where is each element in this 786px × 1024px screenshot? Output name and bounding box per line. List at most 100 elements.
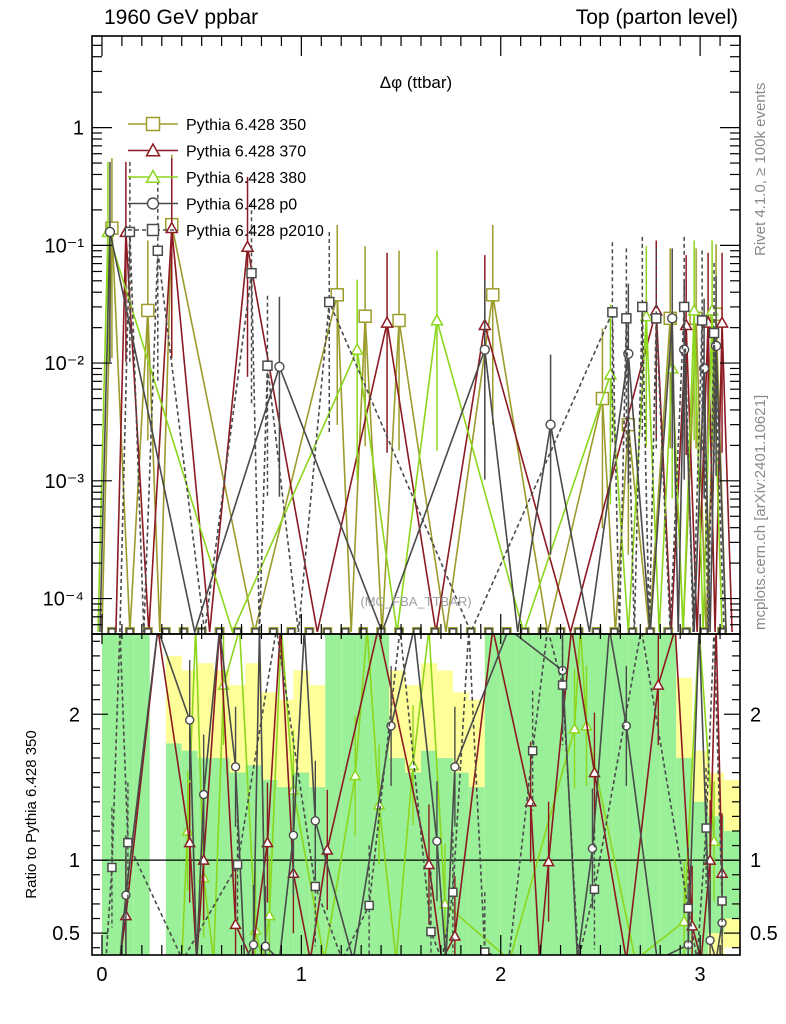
data-point bbox=[430, 313, 444, 326]
legend-entry: Pythia 6.428 350 bbox=[186, 117, 306, 134]
data-point bbox=[568, 722, 581, 734]
data-point bbox=[677, 914, 691, 927]
floor-marker bbox=[718, 628, 726, 634]
green-band bbox=[101, 634, 118, 955]
data-point bbox=[557, 680, 568, 690]
y-tick-label: 10⁻¹ bbox=[45, 235, 85, 257]
ratio-y-tick-label-right: 2 bbox=[750, 704, 761, 726]
legend-marker bbox=[146, 197, 160, 210]
floor-marker bbox=[215, 628, 224, 634]
floor-marker bbox=[610, 628, 619, 634]
data-point bbox=[589, 884, 600, 895]
legend-entry: Pythia 6.428 370 bbox=[186, 144, 306, 161]
legend-entry: Pythia 6.428 380 bbox=[186, 170, 306, 187]
analysis-watermark: (MC_FBA_TTBAR) bbox=[360, 594, 471, 609]
ratio-y-tick-label: 0.5 bbox=[52, 923, 80, 945]
data-point bbox=[667, 313, 678, 324]
floor-marker bbox=[233, 628, 242, 634]
series-line bbox=[119, 634, 723, 955]
x-tick-label: 2 bbox=[495, 964, 506, 986]
data-point bbox=[350, 342, 364, 355]
data-point bbox=[687, 303, 701, 316]
green-band bbox=[500, 634, 517, 955]
data-point bbox=[288, 830, 299, 841]
data-point bbox=[104, 226, 116, 238]
data-point bbox=[426, 926, 436, 937]
floor-marker bbox=[341, 628, 350, 634]
ratio-y-tick-label-right: 1 bbox=[750, 850, 761, 872]
floor-marker bbox=[538, 628, 547, 634]
green-band bbox=[596, 634, 613, 955]
data-point bbox=[708, 327, 720, 339]
data-point bbox=[121, 890, 131, 900]
green-band bbox=[468, 787, 485, 955]
plot-title: Δφ (ttbar) bbox=[380, 73, 452, 92]
floor-marker bbox=[269, 628, 278, 634]
data-point bbox=[637, 301, 648, 313]
floor-marker bbox=[161, 628, 170, 634]
y-tick-label: 10⁻³ bbox=[45, 471, 85, 493]
data-point bbox=[705, 935, 715, 946]
series-line bbox=[119, 231, 725, 634]
data-point bbox=[380, 315, 394, 328]
data-point bbox=[710, 340, 722, 352]
green-band bbox=[516, 634, 533, 955]
floor-marker bbox=[646, 628, 655, 634]
floor-marker bbox=[108, 628, 116, 634]
data-point bbox=[260, 941, 271, 951]
floor-marker bbox=[413, 628, 421, 634]
data-point bbox=[274, 361, 285, 372]
legend-marker bbox=[146, 223, 160, 237]
data-point bbox=[701, 823, 711, 833]
data-point bbox=[450, 762, 460, 772]
data-point bbox=[479, 344, 490, 355]
ratio-frame bbox=[91, 633, 741, 956]
floor-marker bbox=[179, 628, 188, 634]
header-right: Top (parton level) bbox=[575, 6, 738, 29]
floor-marker bbox=[466, 628, 475, 634]
ratio-series-2 bbox=[119, 634, 727, 955]
data-point bbox=[248, 940, 259, 950]
data-point bbox=[183, 836, 196, 848]
green-band bbox=[628, 634, 645, 955]
data-point bbox=[621, 313, 632, 324]
data-point bbox=[310, 881, 321, 892]
data-point bbox=[422, 857, 436, 870]
data-point bbox=[486, 288, 500, 302]
data-point bbox=[310, 816, 321, 826]
series-line bbox=[105, 634, 723, 955]
data-point bbox=[651, 313, 662, 324]
ratio-y-axis-label: Ratio to Pythia 6.428 350 bbox=[23, 730, 40, 898]
data-point bbox=[448, 887, 458, 898]
x-tick-label: 3 bbox=[695, 964, 706, 986]
green-band bbox=[341, 634, 358, 955]
floor-marker bbox=[431, 628, 439, 634]
green-band bbox=[133, 634, 150, 955]
green-band bbox=[309, 787, 326, 955]
y-tick-label: 10⁻⁴ bbox=[43, 589, 84, 611]
data-point bbox=[683, 903, 693, 914]
data-point bbox=[651, 678, 665, 690]
data-point bbox=[107, 862, 117, 873]
header-left: 1960 GeV ppbar bbox=[104, 6, 259, 29]
floor-marker bbox=[251, 628, 260, 634]
data-point bbox=[542, 855, 555, 867]
y-tick-label: 10⁻² bbox=[45, 353, 85, 375]
green-band bbox=[660, 634, 677, 955]
band-gap bbox=[149, 634, 166, 955]
floor-marker bbox=[125, 628, 134, 634]
data-point bbox=[198, 789, 209, 800]
data-point bbox=[364, 900, 374, 911]
data-point bbox=[588, 766, 601, 778]
data-point bbox=[124, 226, 136, 238]
floor-marker bbox=[484, 628, 493, 634]
floor-marker bbox=[143, 628, 152, 634]
data-point bbox=[320, 843, 334, 855]
data-point bbox=[707, 834, 721, 846]
data-point bbox=[263, 909, 276, 921]
green-band bbox=[644, 634, 661, 955]
data-point bbox=[607, 307, 618, 318]
legend-marker bbox=[145, 168, 161, 183]
floor-marker bbox=[664, 628, 673, 634]
